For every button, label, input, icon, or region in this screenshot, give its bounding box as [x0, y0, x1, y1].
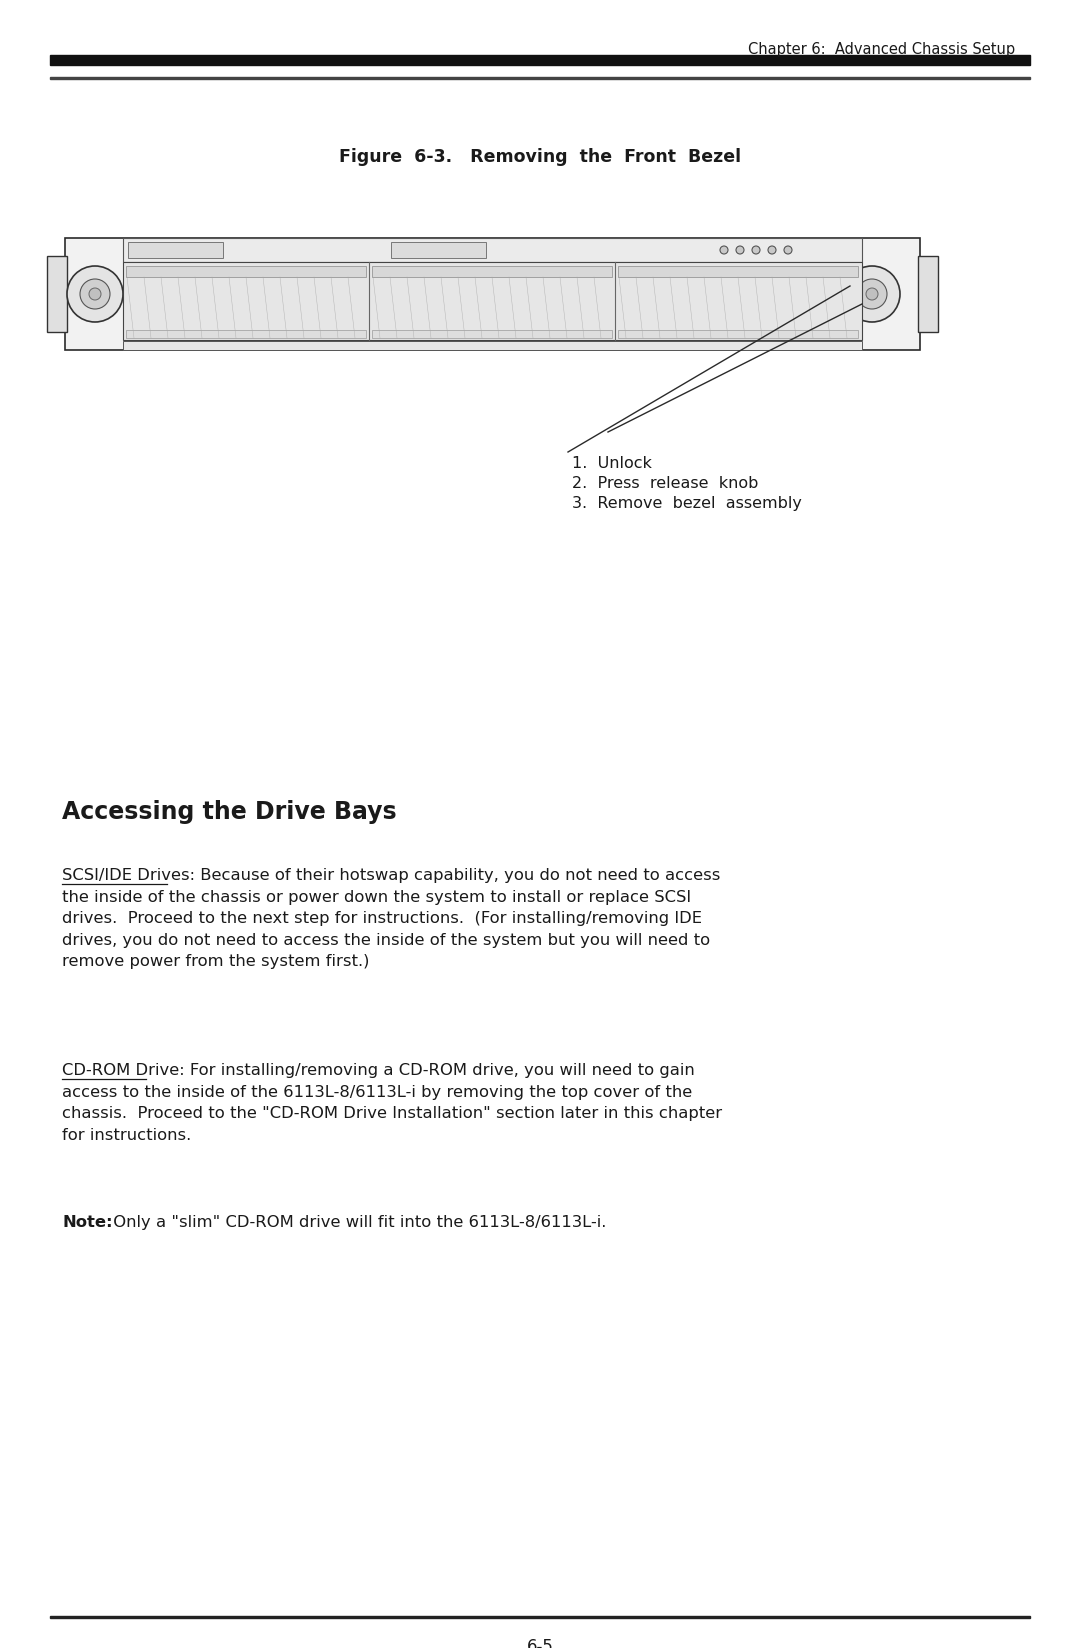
Text: SCSI/IDE Drives: Because of their hotswap capability, you do not need to access
: SCSI/IDE Drives: Because of their hotswa…	[62, 868, 720, 969]
Circle shape	[858, 279, 887, 310]
Text: Only a "slim" CD-ROM drive will fit into the 6113L-8/6113L-i.: Only a "slim" CD-ROM drive will fit into…	[108, 1215, 606, 1229]
Circle shape	[720, 246, 728, 254]
Bar	[126, 265, 366, 277]
Bar	[123, 341, 862, 349]
Circle shape	[735, 246, 744, 254]
Bar	[50, 1617, 1030, 1618]
Bar	[50, 54, 1030, 64]
Text: 6-5: 6-5	[527, 1638, 553, 1648]
Text: 1.  Unlock: 1. Unlock	[572, 456, 652, 471]
Circle shape	[752, 246, 760, 254]
Circle shape	[89, 288, 102, 300]
Bar	[618, 330, 858, 338]
Circle shape	[80, 279, 110, 310]
Bar	[372, 265, 612, 277]
Bar	[126, 330, 366, 338]
Circle shape	[843, 265, 900, 321]
Text: Note:: Note:	[62, 1215, 112, 1229]
Bar	[123, 237, 862, 262]
Text: CD-ROM Drive: For installing/removing a CD-ROM drive, you will need to gain
acce: CD-ROM Drive: For installing/removing a …	[62, 1063, 723, 1142]
Bar	[50, 77, 1030, 79]
Text: 2.  Press  release  knob: 2. Press release knob	[572, 476, 758, 491]
Text: Chapter 6:  Advanced Chassis Setup: Chapter 6: Advanced Chassis Setup	[747, 41, 1015, 58]
Bar	[123, 262, 862, 339]
Bar	[391, 242, 486, 259]
Bar	[48, 255, 67, 331]
Circle shape	[866, 288, 878, 300]
Text: Accessing the Drive Bays: Accessing the Drive Bays	[62, 799, 396, 824]
Bar	[918, 255, 939, 331]
Bar	[129, 242, 222, 259]
Text: Figure  6-3.   Removing  the  Front  Bezel: Figure 6-3. Removing the Front Bezel	[339, 148, 741, 166]
Text: 3.  Remove  bezel  assembly: 3. Remove bezel assembly	[572, 496, 801, 511]
Circle shape	[768, 246, 777, 254]
Circle shape	[784, 246, 792, 254]
Bar	[65, 237, 920, 349]
Circle shape	[67, 265, 123, 321]
Bar	[372, 330, 612, 338]
Bar	[618, 265, 858, 277]
